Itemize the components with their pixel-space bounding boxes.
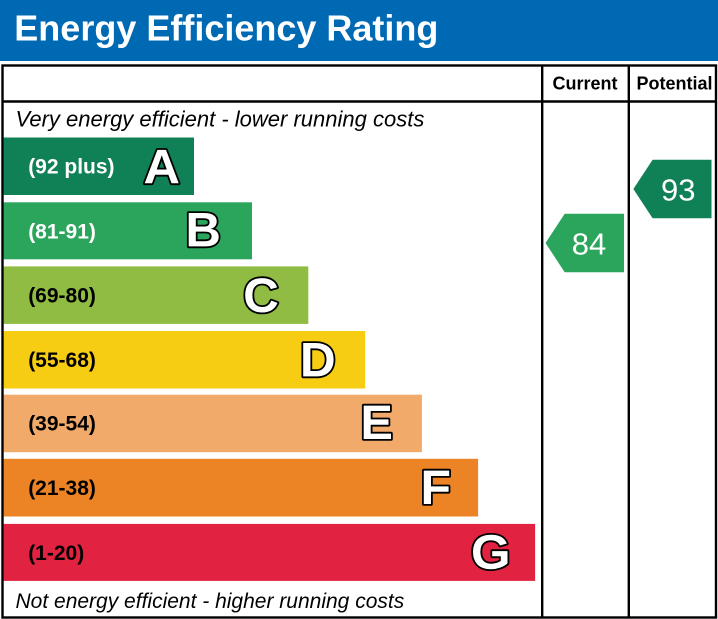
svg-text:(21-38): (21-38) xyxy=(28,477,96,500)
svg-text:Very energy efficient - lower: Very energy efficient - lower running co… xyxy=(16,107,425,132)
svg-text:(1-20): (1-20) xyxy=(28,542,84,565)
svg-text:(55-68): (55-68) xyxy=(28,349,96,372)
svg-text:93: 93 xyxy=(661,172,695,207)
svg-text:(81-91): (81-91) xyxy=(28,220,96,243)
svg-text:(69-80): (69-80) xyxy=(28,284,96,307)
svg-text:84: 84 xyxy=(572,226,606,261)
svg-text:(92 plus): (92 plus) xyxy=(28,156,114,179)
svg-text:(39-54): (39-54) xyxy=(28,413,96,436)
svg-text:Potential: Potential xyxy=(636,74,712,94)
svg-text:Energy Efficiency Rating: Energy Efficiency Rating xyxy=(14,7,438,48)
svg-text:Current: Current xyxy=(552,74,617,94)
svg-text:Not energy efficient - higher: Not energy efficient - higher running co… xyxy=(16,590,405,613)
